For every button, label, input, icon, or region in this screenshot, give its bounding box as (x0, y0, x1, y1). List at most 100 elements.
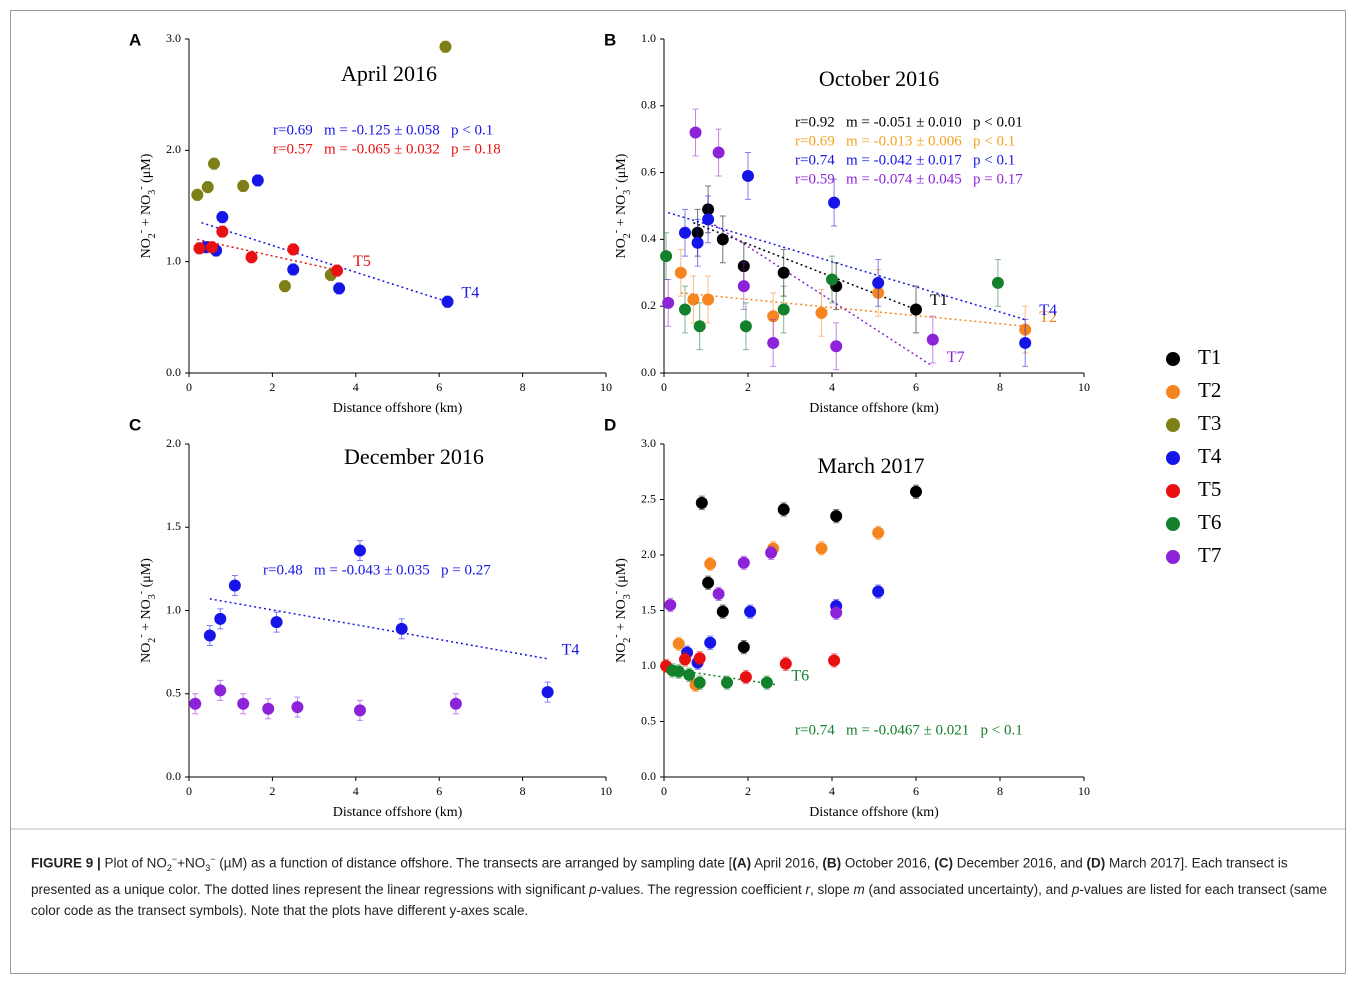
data-point (270, 616, 283, 629)
x-tick-label: 2 (269, 784, 275, 798)
data-point (331, 264, 344, 277)
caption-text: r (805, 882, 810, 898)
legend-marker (1166, 385, 1180, 399)
x-tick-label: 10 (1078, 380, 1090, 394)
caption-text: (µM) as a function of distance offshore.… (215, 855, 733, 871)
caption-text: FIGURE 9 | (31, 855, 101, 871)
x-tick-label: 10 (1078, 784, 1090, 798)
caption-text: April 2016, (751, 855, 823, 871)
data-point (742, 169, 754, 182)
x-tick-label: 6 (913, 784, 919, 798)
legend-marker (1166, 550, 1180, 564)
data-point (737, 556, 750, 569)
data-point (189, 697, 202, 710)
data-point (333, 282, 346, 295)
y-axis-label-part: 2 (622, 233, 633, 238)
x-tick-label: 8 (520, 380, 526, 394)
caption-text: -values are listed for each transect (sa… (31, 882, 1328, 919)
annotation: r=0.57 m = -0.065 ± 0.032 p = 0.18 (273, 141, 501, 157)
x-tick-label: 4 (353, 380, 359, 394)
data-point (815, 542, 828, 555)
panel-letter: B (604, 30, 616, 49)
data-point (704, 636, 717, 649)
panel-letter: C (129, 415, 141, 434)
x-axis-label: Distance offshore (km) (333, 805, 463, 820)
trend-line (201, 221, 448, 303)
y-axis-label-part: 2 (147, 638, 158, 643)
caption-text: p (1071, 882, 1080, 898)
x-tick-label: 0 (186, 784, 192, 798)
data-point (721, 676, 733, 689)
y-axis-label-part: - (611, 591, 622, 594)
data-point (779, 657, 792, 670)
annotation: r=0.48 m = -0.043 ± 0.035 p = 0.27 (263, 562, 491, 578)
data-point (439, 40, 452, 53)
data-point (704, 557, 717, 570)
data-point (910, 485, 922, 498)
x-tick-label: 4 (353, 784, 359, 798)
y-axis-label-part: + NO (139, 599, 154, 634)
data-point (674, 266, 687, 279)
data-point (712, 587, 725, 600)
annotation: r=0.74 m = -0.0467 ± 0.021 p < 0.1 (795, 722, 1023, 738)
y-tick-label: 1.0 (641, 658, 656, 672)
caption-text: (and associated uncertainty), and (864, 882, 1072, 898)
trend-label: T4 (562, 641, 580, 658)
data-point (910, 303, 922, 316)
y-tick-label: 0.0 (641, 769, 656, 783)
caption-text: (D) (1086, 855, 1106, 871)
annotation: r=0.69 m = -0.013 ± 0.006 p < 0.1 (795, 133, 1015, 149)
data-point (291, 701, 304, 714)
y-tick-label: 2.0 (641, 547, 656, 561)
data-point (251, 174, 264, 187)
caption-text: , slope (809, 882, 854, 898)
y-axis-label-part: NO (614, 238, 629, 258)
y-axis-label-part: (μM) (139, 153, 154, 186)
data-point (872, 526, 885, 539)
y-axis-label-part: - (136, 591, 147, 594)
data-point (739, 320, 752, 333)
trend-line (680, 292, 1026, 327)
trend-line (197, 238, 340, 272)
y-tick-label: 1.5 (641, 602, 656, 616)
y-axis-label: NO2- + NO3- (μM) (136, 153, 158, 258)
legend-label: T7 (1198, 543, 1221, 567)
y-axis-label-part: - (136, 186, 147, 189)
data-point (702, 576, 715, 589)
y-tick-label: 2.5 (641, 491, 656, 505)
legend-label: T2 (1198, 378, 1221, 402)
y-axis-label: NO2- + NO3- (μM) (136, 558, 158, 663)
legend-marker (1166, 484, 1180, 498)
trend-label: T1 (930, 292, 948, 309)
annotation: r=0.74 m = -0.042 ± 0.017 p < 0.1 (795, 152, 1015, 168)
y-axis-label-part: 3 (147, 594, 158, 599)
caption-text: − (210, 854, 216, 864)
data-point (872, 585, 885, 598)
legend-label: T5 (1198, 477, 1221, 501)
data-point (287, 263, 300, 276)
caption-text: December 2016, and (952, 855, 1087, 871)
data-point (214, 612, 227, 625)
data-point (872, 276, 885, 289)
y-axis-label-part: - (611, 230, 622, 233)
x-axis-label: Distance offshore (km) (333, 401, 463, 416)
caption-text: 2 (166, 863, 172, 874)
data-point (353, 544, 366, 557)
annotation: r=0.59 m = -0.074 ± 0.045 p = 0.17 (795, 171, 1023, 187)
x-tick-label: 4 (829, 784, 835, 798)
annotation: r=0.69 m = -0.125 ± 0.058 p < 0.1 (273, 122, 493, 138)
data-point (828, 196, 841, 209)
data-point (737, 641, 750, 654)
y-tick-label: 0.2 (641, 298, 656, 312)
y-tick-label: 1.0 (641, 31, 656, 45)
data-point (777, 303, 790, 316)
y-axis-label-part: (μM) (614, 558, 629, 591)
data-point (695, 496, 708, 509)
caption-text: +NO (177, 855, 206, 871)
legend-label: T1 (1198, 345, 1221, 369)
figure: A April 2016 0.0 1.0 2.0 3.0 0 2 4 6 8 10 Distance o… (10, 10, 1346, 974)
y-axis-label-part: + NO (614, 195, 629, 230)
y-tick-label: 0.0 (166, 769, 181, 783)
trend-line (209, 598, 548, 660)
